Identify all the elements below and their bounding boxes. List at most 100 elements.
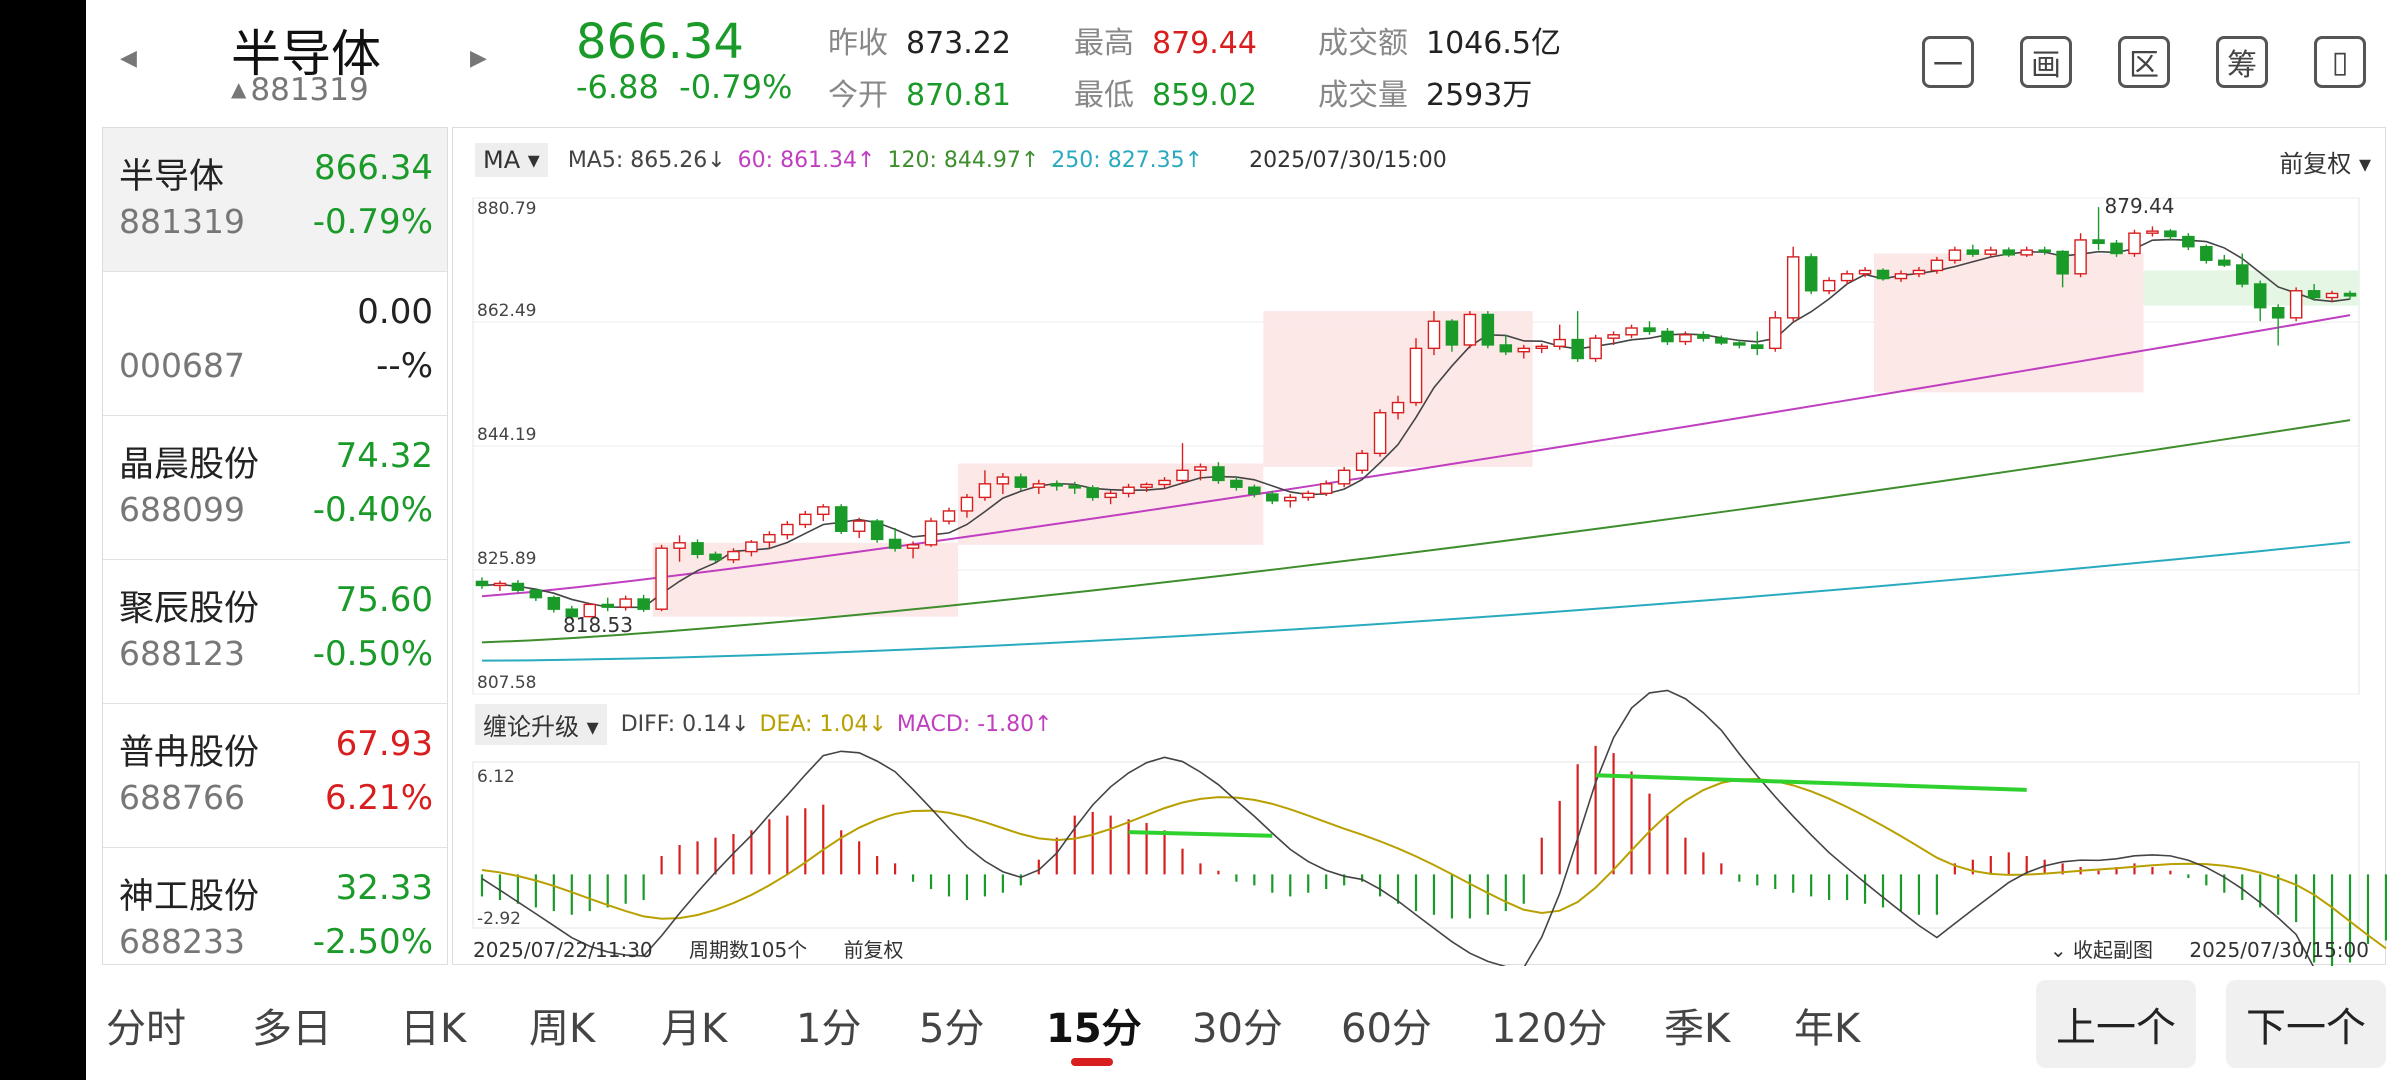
candle-body — [2092, 239, 2105, 245]
period-tabs: 分时 多日 日K 周K 月K 1分 5分 15分 30分 60分 120分 季K… — [86, 970, 2016, 1080]
tab-30min[interactable]: 30分 — [1192, 1006, 1283, 1052]
draw-line-icon[interactable]: 一 — [1922, 36, 1974, 88]
candle-body — [2307, 290, 2321, 299]
candle-body — [2074, 239, 2087, 275]
kline-chart-svg[interactable]: 880.79 862.49 844.19 825.89 807.58 879.44 818.… — [453, 128, 2387, 966]
list-item-name: 普冉股份 — [119, 733, 260, 773]
candle-body — [1086, 487, 1099, 499]
candle-body — [1266, 493, 1279, 502]
tab-season-k[interactable]: 季K — [1664, 1006, 1731, 1052]
prev-stock-arrow[interactable]: ◀ — [120, 46, 137, 71]
chart-footer-right: ⌄ 收起副图 2025/07/30/15:00 — [2050, 934, 2369, 963]
candle-body — [2289, 290, 2303, 319]
candle-body — [1283, 496, 1297, 502]
macd-bottom-label: -2.92 — [477, 909, 521, 929]
y-tick-label: 825.89 — [477, 549, 536, 569]
ma120-line — [481, 419, 2351, 644]
macd-legend: 缠论升级 ▾ DIFF: 0.14↓ DEA: 1.04↓ MACD: -1.8… — [475, 704, 1053, 745]
chips-icon[interactable]: 筹 — [2216, 36, 2268, 88]
candle-body — [1625, 327, 1638, 336]
candle-body — [1697, 334, 1710, 339]
candle-body — [763, 533, 776, 543]
candle-body — [1589, 337, 1602, 360]
candle-body — [1679, 334, 1692, 343]
indicator-selector[interactable]: 缠论升级 ▾ — [475, 704, 607, 745]
next-stock-arrow[interactable]: ▶ — [470, 46, 487, 71]
adjust-label: 前复权 — [843, 938, 904, 962]
candle-body — [619, 598, 632, 608]
candle-body — [2253, 283, 2267, 309]
adjust-selector[interactable]: 前复权 ▾ — [2279, 150, 2371, 178]
candle-body — [493, 582, 507, 587]
candle-body — [2343, 292, 2357, 297]
candle-body — [1373, 412, 1387, 455]
list-item[interactable]: 晶晨股份 74.32 688099 -0.40% — [103, 416, 447, 560]
list-item-price: 32.33 — [335, 868, 433, 908]
collapse-subchart-button[interactable]: ⌄ 收起副图 — [2049, 938, 2153, 962]
y-tick-label: 807.58 — [477, 673, 536, 693]
next-stock-button[interactable]: 下一个 — [2226, 980, 2386, 1068]
candle-body — [2146, 230, 2159, 234]
list-item-code: 688099 — [119, 490, 245, 529]
candle-body — [1876, 269, 1890, 280]
candle-body — [960, 496, 974, 512]
candle-body — [942, 510, 956, 522]
y-tick-label: 844.19 — [477, 425, 536, 445]
divergence-marker — [1595, 773, 2027, 792]
tab-week-k[interactable]: 周K — [529, 1006, 596, 1052]
draw-canvas-icon[interactable]: 画 — [2020, 36, 2072, 88]
candle-body — [781, 523, 794, 536]
dea-line — [481, 778, 2387, 950]
low-price-label: 818.53 — [563, 613, 633, 637]
tab-year-k[interactable]: 年K — [1794, 1006, 1861, 1052]
list-item[interactable]: 半导体 866.34 881319 -0.79% — [103, 128, 447, 272]
list-item-price: 0.00 — [357, 292, 433, 332]
candle-body — [1751, 344, 1764, 350]
candle-body — [1643, 327, 1656, 333]
y-tick-label: 862.49 — [477, 301, 536, 321]
candle-body — [565, 608, 579, 618]
prev-stock-button[interactable]: 上一个 — [2036, 980, 2196, 1068]
list-item-name: 半导体 — [119, 157, 225, 197]
stat-volume: 成交量 2593万 — [1318, 78, 1533, 113]
list-item-price: 866.34 — [314, 148, 433, 188]
tab-15min[interactable]: 15分 — [1046, 1006, 1142, 1052]
ma-selector[interactable]: MA ▾ — [475, 143, 548, 177]
list-item[interactable]: 普冉股份 67.93 688766 6.21% — [103, 704, 447, 848]
ma60-line — [481, 314, 2351, 598]
tab-fenshi[interactable]: 分时 — [106, 1006, 186, 1052]
list-item-name: 聚辰股份 — [119, 589, 260, 629]
list-item-pct: -2.50% — [312, 922, 433, 962]
quote-header: ◀ ▶ 半导体 ▲ 881319 866.34 -6.88 -0.79% 昨收 87… — [86, 0, 2400, 124]
candle-body — [1248, 486, 1261, 495]
ma-legend: MA ▾ MA5: 865.26↓ 60: 861.34↑ 120: 844.9… — [475, 142, 1447, 178]
candle-body — [1912, 269, 1926, 275]
tab-60min[interactable]: 60分 — [1341, 1006, 1432, 1052]
candle-body — [2128, 232, 2141, 255]
candle-body — [475, 580, 489, 587]
list-item[interactable]: 神工股份 32.33 688233 -2.50% — [103, 848, 447, 992]
candle-body — [1804, 256, 1818, 292]
tab-5min[interactable]: 5分 — [919, 1006, 985, 1052]
landscape-switch-icon[interactable]: ▯ — [2314, 36, 2366, 88]
candle-body — [673, 542, 686, 549]
tab-1min[interactable]: 1分 — [796, 1006, 862, 1052]
tab-120min[interactable]: 120分 — [1491, 1006, 1608, 1052]
ma60-value: 60: 861.34↑ — [737, 147, 876, 173]
list-item-pct: 6.21% — [324, 778, 433, 818]
tab-day-k[interactable]: 日K — [400, 1006, 467, 1052]
dea-value: DEA: 1.04↓ — [759, 712, 887, 737]
tab-month-k[interactable]: 月K — [661, 1006, 728, 1052]
list-item-pct: -0.40% — [312, 490, 433, 530]
candle-body — [799, 513, 812, 526]
candle-body — [1768, 317, 1782, 350]
ma250-line — [481, 541, 2351, 662]
tab-duori[interactable]: 多日 — [252, 1006, 332, 1052]
list-item[interactable]: 0.00 000687 --% — [103, 272, 447, 416]
list-item[interactable]: 聚辰股份 75.60 688123 -0.50% — [103, 560, 447, 704]
stock-code-text: 881319 — [250, 72, 369, 108]
ma120-value: 120: 844.97↑ — [887, 147, 1040, 173]
range-stats-icon[interactable]: 区 — [2118, 36, 2170, 88]
candle-body — [1463, 313, 1477, 346]
kline-chart-panel[interactable]: 880.79 862.49 844.19 825.89 807.58 879.44 818.… — [452, 127, 2387, 966]
